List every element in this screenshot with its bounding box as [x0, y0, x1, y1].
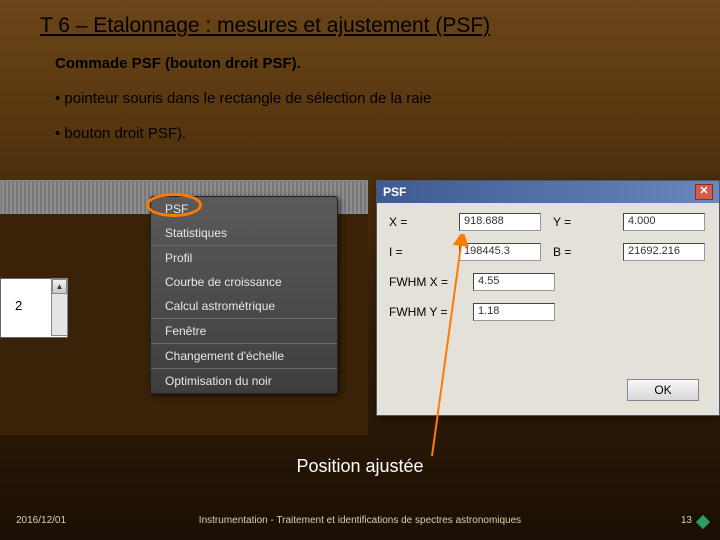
scroll-up-icon[interactable]: ▲ — [52, 279, 67, 294]
footer-center: Instrumentation - Traitement et identifi… — [0, 515, 720, 526]
value-label: 2 — [15, 298, 22, 313]
ok-button[interactable]: OK — [627, 379, 699, 401]
x-label: X = — [389, 215, 447, 229]
bullet-list: • pointeur souris dans le rectangle de s… — [55, 90, 431, 160]
row-ib: I = 198445.3 B = 21692.216 — [389, 243, 707, 261]
fwhmy-label: FWHM Y = — [389, 305, 461, 319]
y-label: Y = — [553, 215, 611, 229]
close-icon[interactable]: ✕ — [695, 184, 713, 200]
i-value: 198445.3 — [459, 243, 541, 261]
subtitle: Commade PSF (bouton droit PSF). — [55, 55, 301, 72]
menu-item-calcul[interactable]: Calcul astrométrique — [151, 294, 337, 318]
menu-item-courbe[interactable]: Courbe de croissance — [151, 270, 337, 294]
dialog-title: PSF — [383, 185, 406, 199]
dialog-body: X = 918.688 Y = 4.000 I = 198445.3 B = 2… — [377, 203, 719, 343]
y-value: 4.000 — [623, 213, 705, 231]
fwhmx-label: FWHM X = — [389, 275, 461, 289]
screenshot-left: ▲ 2 PSF Statistiques Profil Courbe de cr… — [0, 180, 368, 435]
fwhmx-value: 4.55 — [473, 273, 555, 291]
fwhmy-value: 1.18 — [473, 303, 555, 321]
position-label: Position ajustée — [0, 456, 720, 477]
menu-item-echelle[interactable]: Changement d'échelle — [151, 344, 337, 368]
menu-item-stats[interactable]: Statistiques — [151, 221, 337, 245]
b-value: 21692.216 — [623, 243, 705, 261]
highlight-oval — [146, 193, 202, 217]
page-title: T 6 – Etalonnage : mesures et ajustement… — [40, 14, 490, 38]
x-value: 918.688 — [459, 213, 541, 231]
b-label: B = — [553, 245, 611, 259]
bullet-item: • pointeur souris dans le rectangle de s… — [55, 90, 431, 107]
row-fx: FWHM X = 4.55 — [389, 273, 707, 291]
i-label: I = — [389, 245, 447, 259]
footer-page: 13 — [681, 515, 692, 526]
context-menu: PSF Statistiques Profil Courbe de croiss… — [150, 196, 338, 394]
row-fy: FWHM Y = 1.18 — [389, 303, 707, 321]
row-xy: X = 918.688 Y = 4.000 — [389, 213, 707, 231]
psf-dialog: PSF ✕ X = 918.688 Y = 4.000 I = 198445.3… — [376, 180, 720, 416]
slide: T 6 – Etalonnage : mesures et ajustement… — [0, 0, 720, 540]
menu-item-profil[interactable]: Profil — [151, 246, 337, 270]
scrollbar[interactable]: ▲ — [51, 278, 68, 336]
menu-item-fenetre[interactable]: Fenêtre — [151, 319, 337, 343]
dialog-titlebar: PSF ✕ — [377, 181, 719, 203]
bullet-item: • bouton droit PSF). — [55, 125, 431, 142]
menu-item-noir[interactable]: Optimisation du noir — [151, 369, 337, 393]
